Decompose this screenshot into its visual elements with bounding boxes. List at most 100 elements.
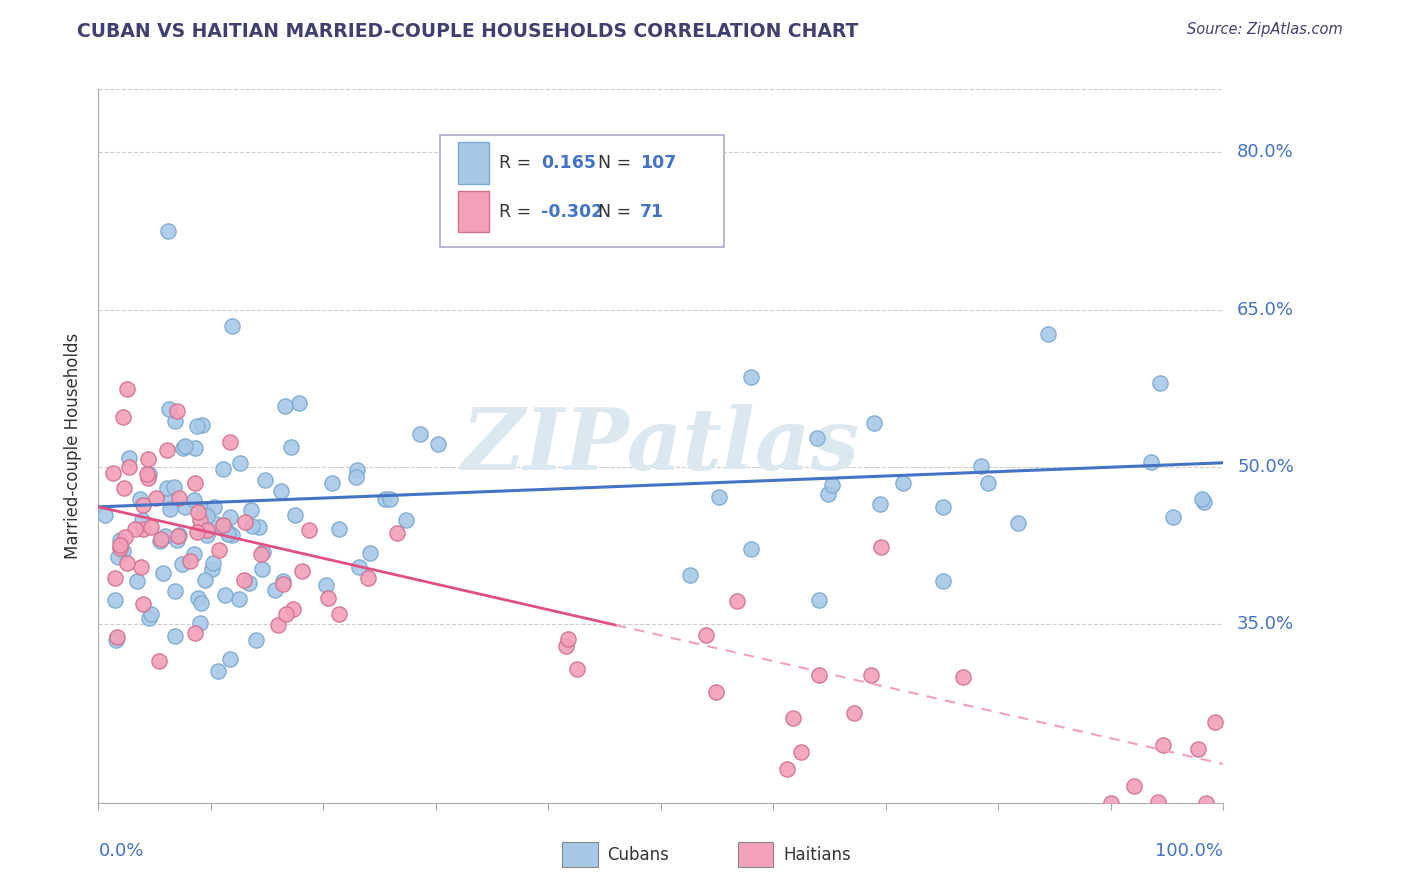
Point [115,557,138,571]
Point [157,401,180,416]
Point [565,662,588,676]
Point [863,416,886,430]
Point [148,655,170,669]
Point [145,491,167,505]
Text: 0.165: 0.165 [541,154,596,172]
Point [195,528,218,542]
Point [321,475,343,490]
Point [104,571,127,585]
Point [167,527,190,541]
Point [347,560,370,574]
Point [104,592,127,607]
Point [344,470,367,484]
Point [557,632,579,647]
Point [1099,796,1122,810]
Point [707,490,730,504]
Text: 107: 107 [640,154,676,172]
Point [1191,491,1213,506]
Point [138,452,160,467]
Point [844,706,866,721]
Point [1152,738,1174,752]
Point [821,478,844,492]
Point [184,441,207,455]
Point [891,476,914,491]
Point [136,467,159,481]
Point [94,508,117,522]
Point [114,530,136,544]
Point [163,583,186,598]
Text: ZIPatlas: ZIPatlas [461,404,860,488]
Point [101,467,124,481]
Point [740,370,762,384]
Point [156,443,179,458]
Point [228,456,250,470]
Point [378,492,401,507]
Point [221,527,243,541]
Point [165,629,187,643]
Point [107,549,129,564]
Text: R =: R = [499,154,531,172]
Point [1161,510,1184,524]
Point [221,318,243,333]
Point [187,591,209,606]
Point [179,554,201,568]
Point [1007,516,1029,530]
Point [188,513,211,527]
Point [740,542,762,557]
Point [969,459,991,474]
Point [952,670,974,684]
Point [1187,741,1209,756]
Point [217,524,239,539]
Point [129,560,152,574]
Point [679,567,702,582]
Point [782,711,804,725]
Point [291,564,314,578]
Text: Cubans: Cubans [607,846,669,863]
Point [273,574,295,589]
Text: CUBAN VS HAITIAN MARRIED-COUPLE HOUSEHOLDS CORRELATION CHART: CUBAN VS HAITIAN MARRIED-COUPLE HOUSEHOL… [77,22,859,41]
Point [808,592,831,607]
Point [172,442,194,456]
Point [117,460,139,475]
Point [932,574,955,589]
Point [190,596,212,610]
Point [395,513,418,527]
Point [288,396,311,410]
Point [118,450,141,465]
Point [217,527,239,541]
Point [186,524,208,539]
Point [1123,779,1146,793]
Text: N =: N = [598,202,631,220]
Point [111,410,134,425]
Point [274,400,297,414]
Point [328,522,350,536]
Point [186,419,208,434]
Point [139,607,162,621]
Point [1149,376,1171,390]
Point [385,526,408,541]
Point [281,602,304,616]
Point [212,518,235,533]
Point [704,685,727,699]
Point [218,652,240,666]
Point [249,547,271,561]
Point [166,533,188,547]
Point [239,503,262,517]
Text: 35.0%: 35.0% [1237,615,1295,633]
Text: 0.0%: 0.0% [98,842,143,860]
Point [270,484,292,499]
Point [695,628,717,642]
Point [173,439,195,453]
Point [233,516,256,530]
Point [195,508,218,523]
Point [188,615,211,630]
Point [409,426,432,441]
Point [1194,494,1216,508]
Point [131,499,153,513]
Point [284,508,307,522]
Point [174,500,197,514]
Point [860,668,883,682]
Point [129,492,152,507]
Point [346,463,368,477]
Point [806,431,828,445]
